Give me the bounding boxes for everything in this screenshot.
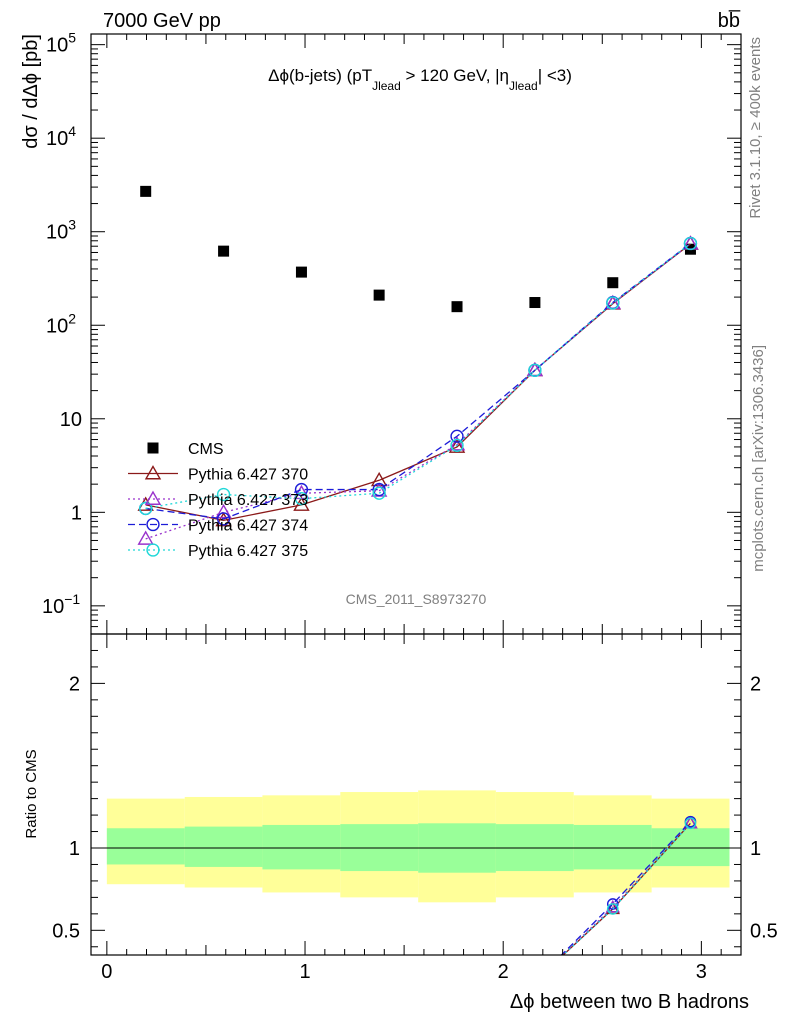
data-point (137, 530, 154, 545)
data-point (451, 301, 463, 313)
legend-label: CMS (188, 441, 224, 458)
ratio-uncertainty-bands (91, 790, 741, 903)
data-point (370, 471, 388, 487)
ratio-y-tick-label: 1 (69, 838, 80, 860)
data-point (529, 297, 541, 309)
data-point (372, 486, 386, 500)
data-point (683, 236, 698, 251)
main-title: Δϕ(b-jets) (pTJlead > 120 GeV, |ηJlead| … (268, 66, 572, 93)
legend-entry: CMS (147, 441, 224, 458)
ratio-line (560, 821, 691, 955)
data-point (140, 185, 152, 197)
y-tick-label: 10 (60, 409, 82, 431)
band-inner (262, 824, 341, 870)
x-tick-label: 2 (498, 961, 509, 983)
ratio-point (606, 903, 619, 915)
y-tick-label: 1 (71, 502, 82, 524)
data-point (294, 482, 309, 497)
ratio-panel-axes (90, 633, 742, 956)
ratio-tick-labels: 0.5 0.5 1 1 2 2 0 1 2 3 (52, 673, 778, 983)
data-point (450, 438, 464, 452)
x-tick-label: 1 (299, 961, 310, 983)
x-tick-label: 3 (696, 961, 707, 983)
y-tick-label: 104 (46, 123, 76, 150)
band-inner (106, 828, 185, 865)
ratio-panel-series (560, 815, 698, 955)
mcplots-label: mcplots.cern.ch [arXiv:1306.3436] (750, 345, 767, 572)
band-inner (573, 824, 652, 870)
data-point (528, 363, 542, 377)
y-tick-label: 10−1 (42, 591, 80, 618)
legend-marker (147, 442, 159, 454)
legend-entry: Pythia 6.427 373 (128, 490, 308, 509)
series-line (145, 242, 691, 510)
data-point (215, 503, 232, 519)
ratio-y-tick-label-right: 1 (750, 838, 761, 860)
legend-marker (146, 517, 160, 532)
analysis-watermark: CMS_2011_S8973270 (346, 591, 487, 607)
ratio-y-tick-label-right: 2 (750, 673, 761, 695)
data-point (295, 266, 307, 278)
y-tick-label: 105 (46, 30, 76, 57)
data-point (215, 511, 232, 527)
main-y-tick-labels: 10−1 1 10 102 103 104 105 (42, 30, 82, 618)
data-point (606, 296, 620, 310)
legend-label: Pythia 6.427 370 (188, 467, 308, 484)
ratio-frame (90, 633, 742, 956)
legend-label: Pythia 6.427 375 (188, 543, 308, 560)
legend: CMS Pythia 6.427 370 Pythia 6.427 373 Pythi… (128, 441, 308, 560)
band-inner (184, 826, 263, 867)
header-right: bb̅ (718, 9, 741, 32)
data-point (216, 487, 231, 502)
main-panel-series (137, 185, 699, 545)
ratio-y-tick-label: 0.5 (52, 920, 80, 942)
main-y-axis-label: dσ / dΔϕ [pb] (20, 34, 42, 149)
ratio-y-tick-label: 2 (69, 673, 80, 695)
legend-marker (146, 543, 160, 557)
data-point (294, 491, 309, 506)
rivet-label: Rivet 3.1.10, ≥ 400k events (747, 37, 764, 219)
data-point (450, 429, 464, 443)
band-inner (651, 828, 730, 867)
series-pythia-6-427-375 (139, 236, 698, 516)
data-point (293, 484, 310, 500)
ratio-point (684, 817, 697, 830)
legend-entry: Pythia 6.427 370 (128, 465, 308, 484)
ratio-line (562, 822, 691, 955)
ratio-series-pythia-6-427-375 (562, 817, 697, 955)
data-point (216, 512, 231, 526)
data-point (218, 245, 230, 257)
data-point (373, 289, 385, 301)
x-tick-label: 0 (101, 961, 112, 983)
data-point (448, 436, 466, 451)
data-point (607, 277, 619, 289)
legend-label: Pythia 6.427 373 (188, 492, 308, 509)
legend-entry: Pythia 6.427 374 (128, 518, 308, 535)
data-point (139, 501, 153, 516)
legend-marker (144, 490, 162, 505)
series-line (145, 243, 691, 540)
legend-entry: Pythia 6.427 375 (128, 543, 308, 560)
ratio-y-tick-label-right: 0.5 (750, 920, 778, 942)
y-tick-label: 103 (46, 217, 76, 244)
y-tick-label: 102 (46, 310, 76, 337)
ratio-y-axis-label: Ratio to CMS (23, 749, 40, 838)
series-cms (140, 185, 696, 313)
legend-marker (144, 465, 162, 480)
x-axis-label: Δϕ between two B hadrons (510, 991, 749, 1013)
header-left: 7000 GeV pp (103, 10, 221, 32)
legend-label: Pythia 6.427 374 (188, 518, 308, 535)
